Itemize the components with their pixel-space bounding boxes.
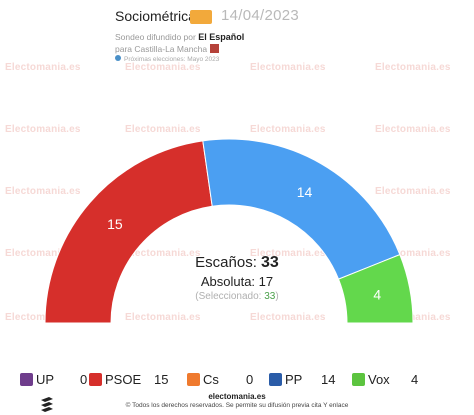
next-election-text: Próximas elecciones: Mayo 2023 — [124, 56, 220, 63]
legend-label: Cs — [203, 372, 219, 387]
legend-value: 4 — [411, 372, 419, 387]
published-by: Sondeo difundido por El Español — [115, 32, 244, 42]
watermark-text: Electomania.es — [5, 248, 81, 259]
arc-segment-psoe[interactable] — [44, 140, 213, 324]
legend-label: UP — [36, 372, 55, 387]
watermark-text: Electomania.es — [375, 248, 451, 259]
cs-logo-icon — [187, 373, 200, 386]
scope-text: para Castilla-La Mancha — [115, 44, 208, 54]
footer-site[interactable]: electomania.es — [208, 392, 266, 401]
poll-date: 14/04/2023 — [221, 7, 300, 24]
watermark-text: Electomania.es — [375, 62, 451, 73]
legend-value: 0 — [80, 372, 88, 387]
watermark-text: Electomania.es — [125, 312, 201, 323]
published-prefix: Sondeo difundido por — [115, 32, 196, 42]
legend-label: PSOE — [105, 372, 142, 387]
seats-label: Escaños: — [195, 254, 257, 271]
legend-value: 14 — [321, 372, 336, 387]
watermark-text: Electomania.es — [375, 124, 451, 135]
arc-label-psoe: 15 — [107, 216, 123, 232]
watermark-text: Electomania.es — [250, 124, 326, 135]
watermark-text: Electomania.es — [125, 248, 201, 259]
region-flag-icon — [210, 44, 220, 53]
pollster-name: Sociométrica — [115, 8, 196, 24]
selected-prefix: (Seleccionado: — [195, 291, 262, 302]
arc-label-pp: 14 — [297, 184, 313, 200]
selected-summary: (Seleccionado: 33) — [137, 291, 337, 302]
watermark-text: Electomania.es — [5, 312, 81, 323]
watermark-text: Electomania.es — [250, 248, 326, 259]
ballot-icon — [115, 55, 121, 61]
legend-label: PP — [285, 372, 303, 387]
seats-total: 33 — [261, 254, 279, 271]
watermark-text: Electomania.es — [375, 186, 451, 197]
scope-line: para Castilla-La Mancha — [115, 44, 220, 54]
watermark-text: Electomania.es — [5, 186, 81, 197]
electomania-logo-icon — [41, 397, 53, 412]
watermark-text: Electomania.es — [250, 312, 326, 323]
seats-summary: Escaños: 33 — [137, 254, 337, 272]
watermark-text: Electomania.es — [125, 124, 201, 135]
watermark-text: Electomania.es — [5, 124, 81, 135]
party-legend: UP 0 PSOE 15 Cs 0 PP 14 Vox 4 — [0, 372, 474, 390]
up-logo-icon — [20, 373, 33, 386]
watermark-text: Electomania.es — [5, 62, 81, 73]
pollster-logo-icon — [190, 10, 212, 24]
watermark-text: Electomania.es — [250, 62, 326, 73]
legend-value: 0 — [246, 372, 254, 387]
publisher-name: El Español — [198, 32, 245, 42]
psoe-logo-icon — [89, 373, 102, 386]
majority-label: Absoluta: — [200, 274, 256, 289]
arc-segment-vox[interactable] — [337, 253, 414, 324]
selected-value: 33 — [264, 291, 276, 302]
footer-copyright: © Todos los derechos reservados. Se perm… — [125, 402, 349, 409]
next-election-line: Próximas elecciones: Mayo 2023 — [115, 55, 219, 63]
watermark-text: Electomania.es — [125, 62, 201, 73]
pp-logo-icon — [269, 373, 282, 386]
vox-logo-icon — [352, 373, 365, 386]
legend-value: 15 — [154, 372, 169, 387]
majority-value: 17 — [258, 274, 274, 289]
selected-suffix: ) — [275, 291, 279, 302]
arc-label-vox: 4 — [373, 286, 381, 302]
legend-label: Vox — [368, 372, 390, 387]
poll-header: Sociométrica 14/04/2023 Sondeo difundido… — [115, 6, 415, 66]
majority-summary: Absoluta: 17 — [137, 274, 337, 289]
